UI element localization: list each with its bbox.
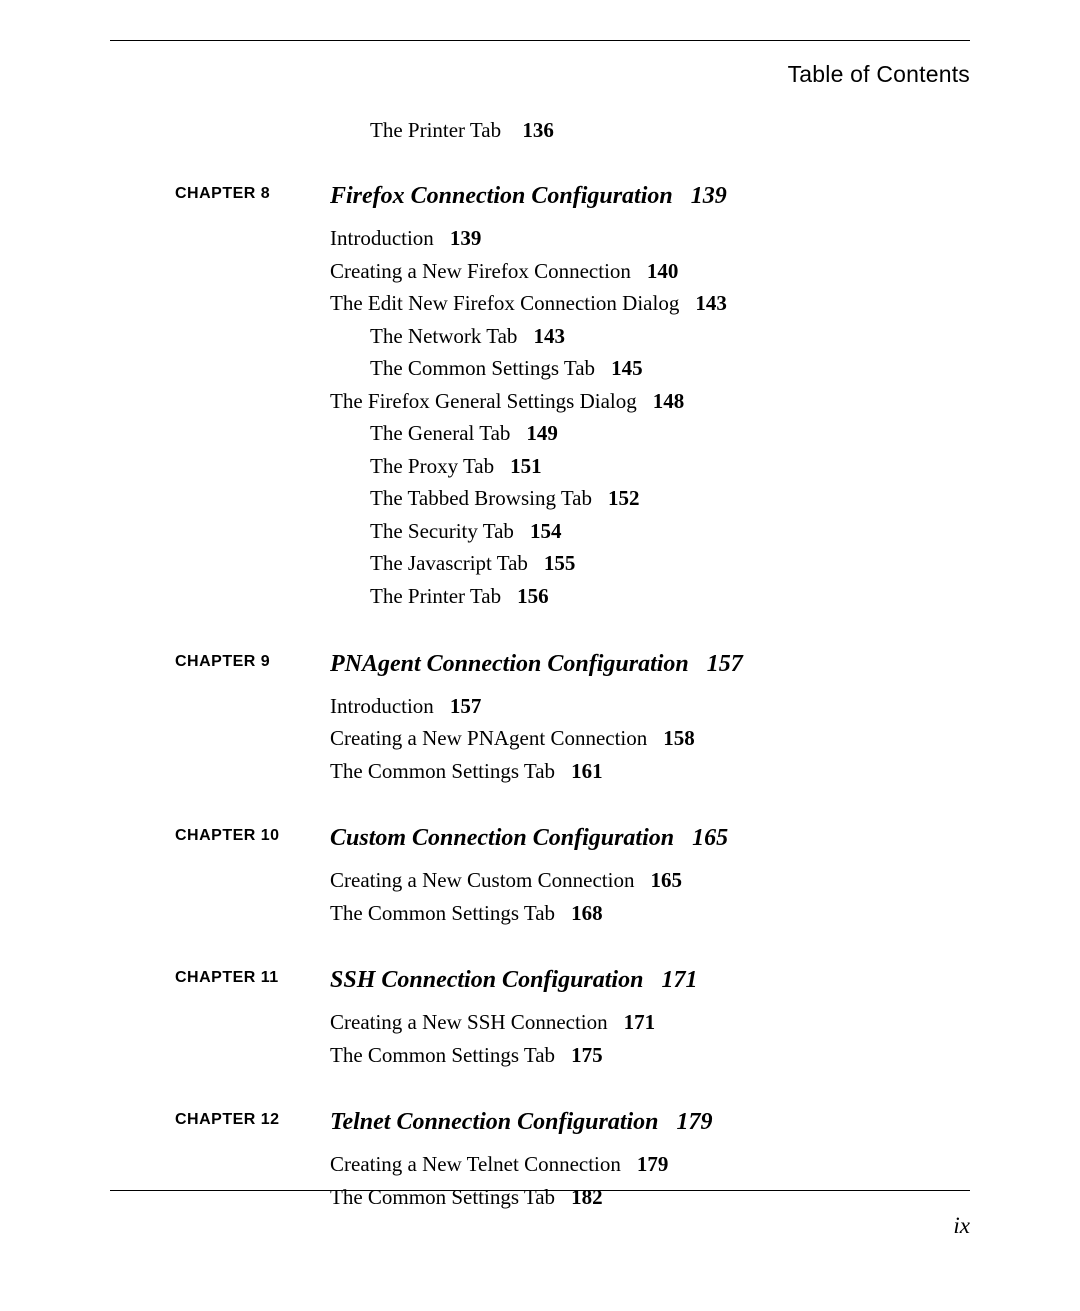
- chapter-label: CHAPTER 10: [175, 827, 280, 845]
- entry-page: 149: [526, 421, 558, 445]
- entry-page: 148: [653, 389, 685, 413]
- toc-entry: The Firefox General Settings Dialog 148: [330, 385, 970, 418]
- toc-entry: The Common Settings Tab 175: [330, 1039, 970, 1072]
- chapter-title-text: SSH Connection Configuration: [330, 967, 643, 993]
- entry-page: 143: [533, 324, 565, 348]
- chapter-title-text: Custom Connection Configuration: [330, 825, 674, 851]
- entry-text: The Common Settings Tab: [330, 1043, 555, 1067]
- chapter-title-page: 179: [677, 1109, 713, 1135]
- entry-text: Creating a New PNAgent Connection: [330, 726, 647, 750]
- toc-body: The Printer Tab 136 CHAPTER 8Firefox Con…: [330, 118, 970, 1213]
- toc-entry: The Javascript Tab 155: [370, 547, 970, 580]
- entry-text: Introduction: [330, 694, 434, 718]
- entry-page: 182: [571, 1185, 603, 1209]
- chapter-title-page: 165: [692, 825, 728, 851]
- entry-page: 143: [695, 291, 727, 315]
- entry-text: The Common Settings Tab: [370, 356, 595, 380]
- chapter-label: CHAPTER 9: [175, 653, 270, 671]
- entry-text: The General Tab: [370, 421, 510, 445]
- toc-entry: Creating a New Telnet Connection 179: [330, 1148, 970, 1181]
- chapter-label: CHAPTER 11: [175, 969, 279, 987]
- toc-entry: Creating a New Firefox Connection 140: [330, 255, 970, 288]
- entry-page: 152: [608, 486, 640, 510]
- leading-entry: The Printer Tab 136: [370, 118, 970, 143]
- chapter-block: CHAPTER 9PNAgent Connection Configuratio…: [330, 651, 970, 788]
- entry-text: The Network Tab: [370, 324, 517, 348]
- chapter-title: PNAgent Connection Configuration 157: [330, 651, 970, 678]
- entry-text: Creating a New SSH Connection: [330, 1010, 608, 1034]
- chapter-title-page: 171: [661, 967, 697, 993]
- entry-text: The Javascript Tab: [370, 551, 528, 575]
- entry-page: 168: [571, 901, 603, 925]
- entry-text: The Edit New Firefox Connection Dialog: [330, 291, 679, 315]
- toc-entry: The Common Settings Tab 161: [330, 755, 970, 788]
- entry-page: 157: [450, 694, 482, 718]
- chapter-title: Custom Connection Configuration 165: [330, 825, 970, 852]
- entry-page: 140: [647, 259, 679, 283]
- toc-entry: Creating a New Custom Connection 165: [330, 864, 970, 897]
- toc-entry: The Proxy Tab 151: [370, 450, 970, 483]
- entry-page: 165: [650, 868, 682, 892]
- chapter-block: CHAPTER 10Custom Connection Configuratio…: [330, 825, 970, 929]
- entry-page: 145: [611, 356, 643, 380]
- bottom-rule: [110, 1190, 970, 1191]
- entry-page: 158: [663, 726, 695, 750]
- page: Table of Contents The Printer Tab 136 CH…: [0, 0, 1080, 1311]
- chapter-title: Firefox Connection Configuration 139: [330, 183, 970, 210]
- chapter-block: CHAPTER 12Telnet Connection Configuratio…: [330, 1109, 970, 1213]
- entry-text: Introduction: [330, 226, 434, 250]
- entry-text: The Printer Tab: [370, 584, 501, 608]
- toc-entry: Introduction 157: [330, 690, 970, 723]
- toc-entry: The Common Settings Tab 145: [370, 352, 970, 385]
- entry-page: 156: [517, 584, 549, 608]
- entry-text: The Firefox General Settings Dialog: [330, 389, 637, 413]
- entry-text: Creating a New Firefox Connection: [330, 259, 631, 283]
- toc-entry: The Common Settings Tab 182: [330, 1181, 970, 1214]
- entry-text: The Proxy Tab: [370, 454, 494, 478]
- toc-entry: The Edit New Firefox Connection Dialog 14…: [330, 287, 970, 320]
- chapter-title-text: Firefox Connection Configuration: [330, 183, 673, 209]
- chapter-title-page: 139: [691, 183, 727, 209]
- entry-page: 151: [510, 454, 542, 478]
- toc-entry: Creating a New PNAgent Connection 158: [330, 722, 970, 755]
- toc-entry: The Network Tab 143: [370, 320, 970, 353]
- entry-page: 179: [637, 1152, 669, 1176]
- chapter-block: CHAPTER 11SSH Connection Configuration17…: [330, 967, 970, 1071]
- entry-text: Creating a New Telnet Connection: [330, 1152, 621, 1176]
- header-title: Table of Contents: [110, 61, 970, 88]
- entry-page: 154: [530, 519, 562, 543]
- top-rule: [110, 40, 970, 41]
- chapters-container: CHAPTER 8Firefox Connection Configuratio…: [330, 183, 970, 1213]
- entry-page: 136: [522, 118, 554, 142]
- toc-entry: Introduction 139: [330, 222, 970, 255]
- toc-entry: The Common Settings Tab 168: [330, 897, 970, 930]
- chapter-title-text: PNAgent Connection Configuration: [330, 651, 689, 677]
- entry-text: The Security Tab: [370, 519, 514, 543]
- entry-text: The Common Settings Tab: [330, 901, 555, 925]
- entry-text: The Tabbed Browsing Tab: [370, 486, 592, 510]
- toc-entry: The Tabbed Browsing Tab 152: [370, 482, 970, 515]
- chapter-label: CHAPTER 8: [175, 185, 270, 203]
- entry-text: Creating a New Custom Connection: [330, 868, 634, 892]
- entry-page: 175: [571, 1043, 603, 1067]
- toc-entry: The Security Tab 154: [370, 515, 970, 548]
- chapter-title: SSH Connection Configuration 171: [330, 967, 970, 994]
- toc-entry: The Printer Tab 156: [370, 580, 970, 613]
- entry-page: 155: [544, 551, 576, 575]
- entry-page: 171: [624, 1010, 656, 1034]
- toc-entry: The General Tab 149: [370, 417, 970, 450]
- chapter-title-text: Telnet Connection Configuration: [330, 1109, 659, 1135]
- chapter-title-page: 157: [707, 651, 743, 677]
- page-number: ix: [953, 1213, 970, 1239]
- toc-entry: Creating a New SSH Connection 171: [330, 1006, 970, 1039]
- entry-text: The Common Settings Tab: [330, 1185, 555, 1209]
- entry-text: The Printer Tab: [370, 118, 501, 142]
- entry-text: The Common Settings Tab: [330, 759, 555, 783]
- entry-page: 139: [450, 226, 482, 250]
- chapter-block: CHAPTER 8Firefox Connection Configuratio…: [330, 183, 970, 613]
- entry-page: 161: [571, 759, 603, 783]
- chapter-title: Telnet Connection Configuration 179: [330, 1109, 970, 1136]
- chapter-label: CHAPTER 12: [175, 1111, 280, 1129]
